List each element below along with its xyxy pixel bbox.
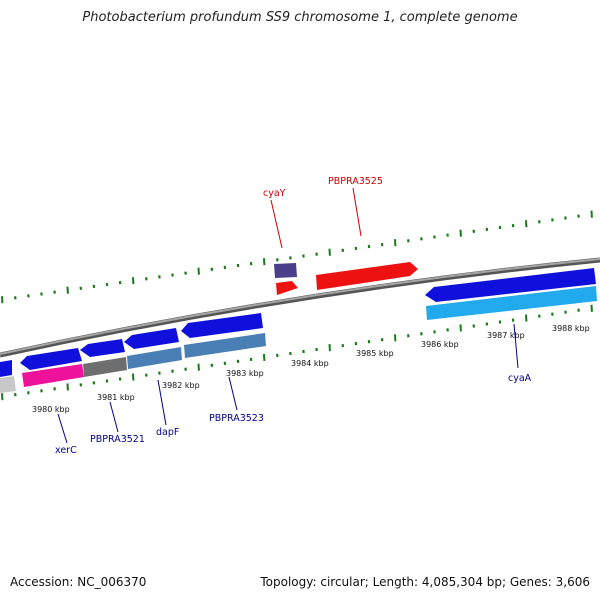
leader-PBPRA3525 [352,187,362,237]
inner-tick-ring [1,304,593,401]
cog-feature-steelblue-1[interactable] [127,347,182,369]
gene-cyaY-feature[interactable] [274,263,297,278]
kbp-label: 3988 kbp [552,324,590,333]
gene-feature-left-edge[interactable] [0,360,12,377]
leader-dapF [157,379,167,426]
gene-label-PBPRA3523[interactable]: PBPRA3523 [209,413,264,424]
cog-feature-darkgray[interactable] [83,357,127,377]
outer-tick-ring [1,210,593,304]
leader-cyaA [513,323,519,369]
gene-label-PBPRA3521[interactable]: PBPRA3521 [90,434,145,445]
reverse-strand-features-lower [0,286,597,393]
gene-PBPRA3525-feature[interactable] [316,262,418,290]
gene-dapF-feature[interactable] [124,328,179,349]
genome-backbone-highlight [0,258,600,355]
label-leader-lines [57,187,519,444]
gene-labels: cyaY PBPRA3525 xerC PBPRA3521 dapF PBPRA… [55,176,532,456]
kbp-labels: 3980 kbp 3981 kbp 3982 kbp 3983 kbp 3984… [32,324,590,414]
kbp-label: 3982 kbp [162,381,200,390]
gene-cyaA-feature[interactable] [425,268,596,302]
map-title: Photobacterium profundum SS9 chromosome … [82,10,518,25]
leader-PBPRA3521 [109,401,119,433]
accession-text: Accession: NC_006370 [10,575,147,589]
gene-label-cyaY[interactable]: cyaY [263,188,286,199]
gene-label-dapF[interactable]: dapF [156,427,179,438]
kbp-label: 3981 kbp [97,393,135,402]
gene-label-PBPRA3525[interactable]: PBPRA3525 [328,176,383,187]
leader-PBPRA3523 [228,376,238,411]
gene-cyaY-marker[interactable] [276,281,298,295]
leader-xerC [57,413,68,444]
gene-xerC-feature[interactable] [20,348,82,370]
reverse-strand-features-upper [0,268,596,377]
kbp-label: 3983 kbp [226,369,264,378]
gene-label-cyaA[interactable]: cyaA [508,373,532,384]
kbp-label: 3980 kbp [32,405,70,414]
gene-PBPRA3523-feature[interactable] [181,313,263,338]
cog-feature-steelblue-2[interactable] [184,333,266,358]
kbp-label: 3987 kbp [487,331,525,340]
kbp-label: 3986 kbp [421,340,459,349]
leader-cyaY [270,199,283,249]
gene-PBPRA3521-feature[interactable] [80,339,125,357]
cog-feature-lightblue[interactable] [426,286,597,320]
gene-label-xerC[interactable]: xerC [55,445,77,456]
genome-summary-text: Topology: circular; Length: 4,085,304 bp… [260,575,590,589]
cog-feature-pink[interactable] [22,364,84,387]
cog-feature-gray-left[interactable] [0,376,16,393]
kbp-label: 3985 kbp [356,349,394,358]
kbp-label: 3984 kbp [291,359,329,368]
forward-strand-features [274,262,418,295]
